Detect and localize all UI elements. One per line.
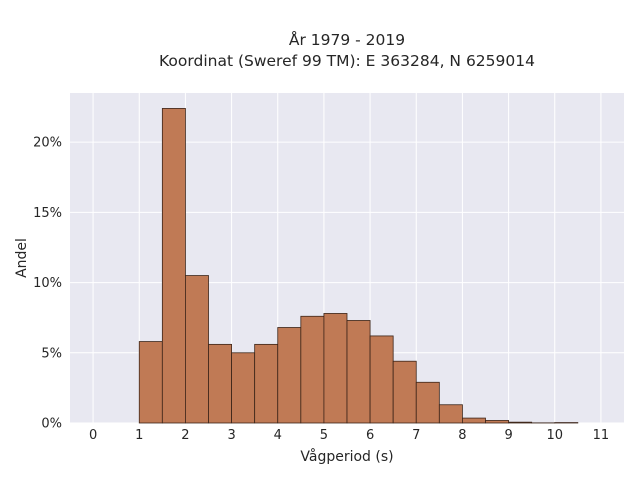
x-tick-label: 2 <box>181 428 189 443</box>
bars <box>138 108 579 424</box>
x-tick-label: 5 <box>320 428 328 443</box>
x-tick-label: 6 <box>366 428 374 443</box>
histogram-bar <box>438 404 463 424</box>
x-tick-label: 8 <box>458 428 466 443</box>
histogram-bar <box>485 420 509 424</box>
histogram-bar <box>138 341 163 424</box>
histogram-bar <box>208 343 232 424</box>
x-tick-label: 10 <box>546 428 563 443</box>
x-axis-label: Vågperiod (s) <box>300 448 393 465</box>
histogram-bar <box>161 108 186 424</box>
x-tick-label: 11 <box>593 428 610 443</box>
y-axis-label: Andel <box>14 238 30 278</box>
x-tick-label: 1 <box>135 428 143 443</box>
histogram-bar <box>346 320 371 424</box>
histogram-bar <box>254 343 279 424</box>
y-tick-label: 20% <box>33 136 62 151</box>
x-tick-label: 0 <box>89 428 97 443</box>
chart-title-line1: År 1979 - 2019 <box>289 30 405 49</box>
x-tick-label: 7 <box>412 428 420 443</box>
y-tick-label: 10% <box>33 276 62 291</box>
x-axis-ticks: 0 1 2 3 4 5 6 7 8 9 10 11 <box>89 428 609 443</box>
histogram-bar <box>185 275 209 424</box>
histogram-bar <box>231 352 256 424</box>
histogram-bar <box>392 360 417 424</box>
histogram-bar <box>300 315 325 424</box>
y-tick-label: 0% <box>41 417 62 432</box>
chart-title-line2: Koordinat (Sweref 99 TM): E 363284, N 62… <box>159 52 535 70</box>
x-tick-label: 4 <box>274 428 282 443</box>
histogram-bar <box>462 417 486 424</box>
histogram-bar <box>369 335 394 424</box>
histogram-bar <box>277 327 302 424</box>
histogram-bar <box>508 421 533 424</box>
x-tick-label: 3 <box>227 428 235 443</box>
y-tick-label: 5% <box>41 346 62 361</box>
histogram-bar <box>415 381 440 424</box>
y-axis-ticks: 0% 5% 10% 15% 20% <box>33 136 62 432</box>
y-tick-label: 15% <box>33 206 62 221</box>
histogram-bar <box>323 313 348 424</box>
x-tick-label: 9 <box>504 428 512 443</box>
